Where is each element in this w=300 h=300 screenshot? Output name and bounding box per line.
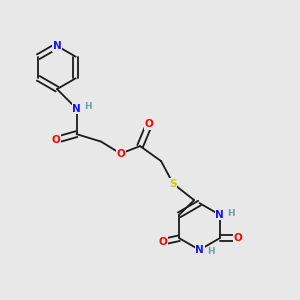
Text: H: H [207,247,214,256]
Text: O: O [233,233,242,243]
Text: N: N [215,210,224,220]
Text: O: O [51,135,60,145]
Text: O: O [145,119,154,130]
Text: O: O [158,237,167,247]
Text: O: O [116,148,125,159]
Text: H: H [227,208,235,217]
Text: N: N [52,41,62,51]
Text: N: N [195,245,204,255]
Text: H: H [84,102,92,111]
Text: N: N [72,103,81,114]
Text: S: S [169,178,177,189]
